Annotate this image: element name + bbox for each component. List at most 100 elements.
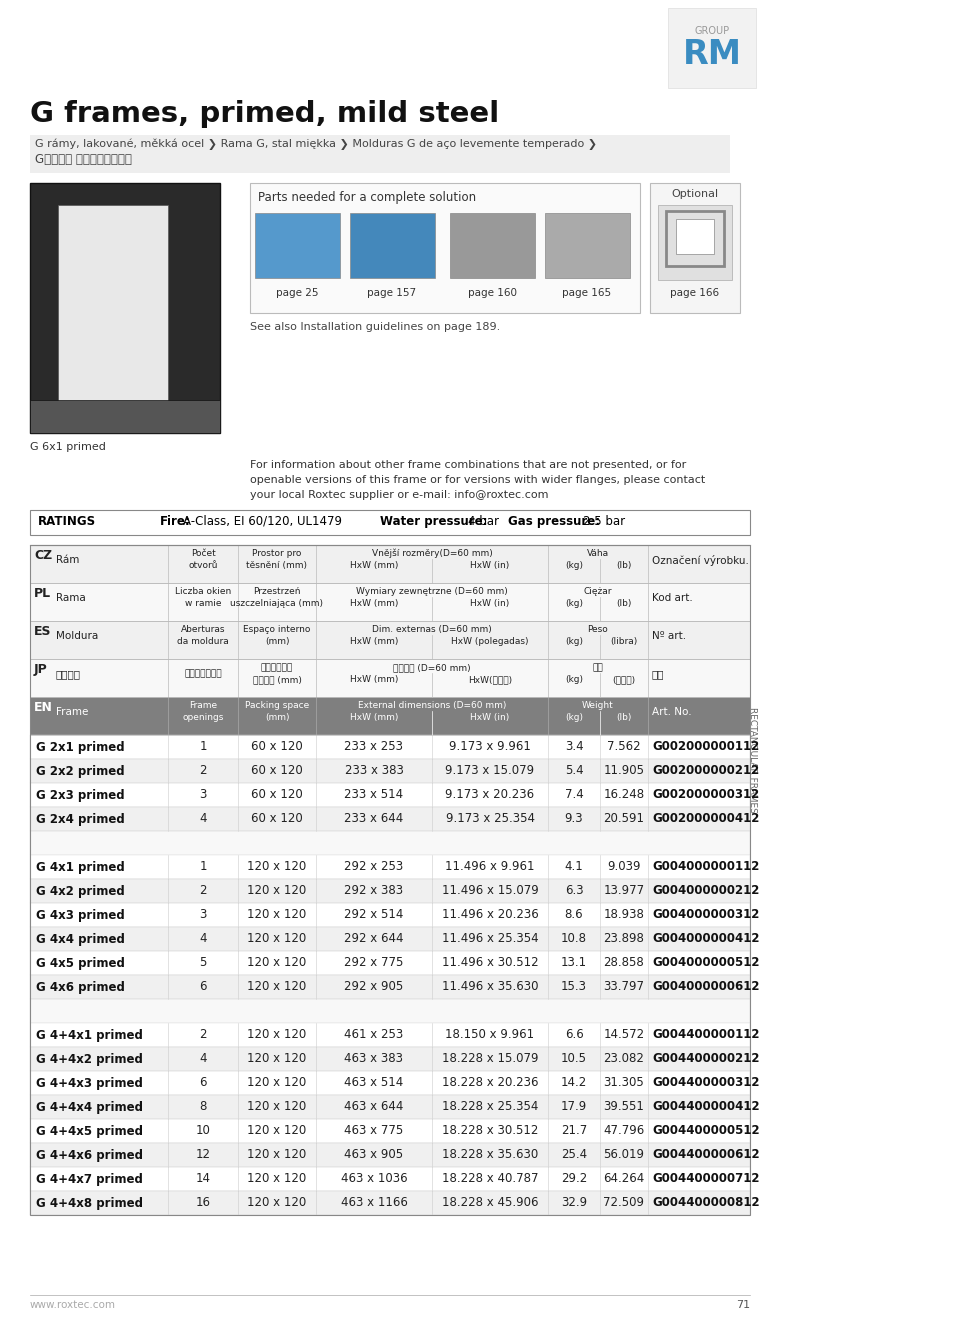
- Text: 11.496 x 30.512: 11.496 x 30.512: [442, 956, 539, 969]
- Text: 18.228 x 30.512: 18.228 x 30.512: [442, 1125, 539, 1137]
- Text: (lb): (lb): [616, 599, 632, 608]
- Bar: [30, 855, 750, 878]
- Text: Parts needed for a complete solution: Parts needed for a complete solution: [258, 191, 476, 204]
- Text: (lb): (lb): [616, 714, 632, 721]
- Text: ES: ES: [34, 625, 52, 638]
- Text: 9.039: 9.039: [608, 860, 640, 873]
- Text: 15.3: 15.3: [561, 980, 587, 993]
- Text: your local Roxtec supplier or e-mail: info@roxtec.com: your local Roxtec supplier or e-mail: in…: [250, 489, 548, 500]
- Bar: [450, 212, 535, 278]
- Text: Gフレーム 下塗りされた軟銅: Gフレーム 下塗りされた軟銅: [35, 153, 132, 166]
- Text: 120 x 120: 120 x 120: [248, 860, 306, 873]
- Text: G 4x1 primed: G 4x1 primed: [36, 860, 125, 873]
- Text: 463 x 383: 463 x 383: [345, 1053, 403, 1066]
- Text: G 4+4x7 primed: G 4+4x7 primed: [36, 1173, 143, 1186]
- Bar: [30, 1191, 750, 1215]
- Text: 233 x 253: 233 x 253: [345, 740, 403, 753]
- Text: 9.173 x 15.079: 9.173 x 15.079: [445, 765, 535, 777]
- Text: 120 x 120: 120 x 120: [248, 885, 306, 897]
- Text: G004000000112: G004000000112: [652, 860, 759, 873]
- Text: 29.2: 29.2: [561, 1173, 588, 1186]
- Text: 18.150 x 9.961: 18.150 x 9.961: [445, 1029, 535, 1042]
- Text: 11.496 x 25.354: 11.496 x 25.354: [442, 933, 539, 946]
- Text: 120 x 120: 120 x 120: [248, 1100, 306, 1113]
- Text: G 4+4x5 primed: G 4+4x5 primed: [36, 1125, 143, 1137]
- Bar: [30, 696, 750, 735]
- Bar: [30, 831, 750, 855]
- Text: G 4+4x3 primed: G 4+4x3 primed: [36, 1076, 143, 1089]
- Text: 1: 1: [200, 740, 206, 753]
- Text: Fire:: Fire:: [160, 514, 191, 528]
- Text: 463 x 1036: 463 x 1036: [341, 1173, 407, 1186]
- Text: 3: 3: [200, 909, 206, 922]
- Bar: [30, 510, 750, 536]
- Text: 60 x 120: 60 x 120: [252, 813, 302, 826]
- Bar: [30, 927, 750, 951]
- Text: těsnění (mm): těsnění (mm): [247, 561, 307, 570]
- Text: uszczelniająca (mm): uszczelniająca (mm): [230, 599, 324, 608]
- Text: 120 x 120: 120 x 120: [248, 933, 306, 946]
- Bar: [30, 904, 750, 927]
- Text: 18.938: 18.938: [604, 909, 644, 922]
- Text: 18.228 x 35.630: 18.228 x 35.630: [442, 1149, 539, 1162]
- Text: パッキング・: パッキング・: [261, 663, 293, 671]
- Text: For information about other frame combinations that are not presented, or for: For information about other frame combin…: [250, 460, 686, 470]
- Text: Packing space: Packing space: [245, 700, 309, 710]
- Bar: [676, 219, 714, 255]
- Text: 3.4: 3.4: [564, 740, 584, 753]
- Text: G 4+4x8 primed: G 4+4x8 primed: [36, 1196, 143, 1210]
- Text: Rám: Rám: [56, 555, 80, 565]
- Text: HxW (in): HxW (in): [470, 599, 510, 608]
- Text: G frames, primed, mild steel: G frames, primed, mild steel: [30, 100, 499, 128]
- Text: Liczba okien: Liczba okien: [175, 587, 231, 596]
- Text: A-Class, EI 60/120, UL1479: A-Class, EI 60/120, UL1479: [183, 514, 342, 528]
- Text: 14: 14: [196, 1173, 210, 1186]
- Text: G 4x2 primed: G 4x2 primed: [36, 885, 125, 897]
- Bar: [30, 1095, 750, 1119]
- Text: Označení výrobku.: Označení výrobku.: [652, 554, 749, 566]
- Text: G 4+4x1 primed: G 4+4x1 primed: [36, 1029, 143, 1042]
- Text: 6: 6: [200, 980, 206, 993]
- Text: RECTANGULAR FRAMES: RECTANGULAR FRAMES: [748, 707, 756, 813]
- Text: G004400000612: G004400000612: [652, 1149, 759, 1162]
- Text: openable versions of this frame or for versions with wider flanges, please conta: openable versions of this frame or for v…: [250, 475, 706, 485]
- Text: openings: openings: [182, 714, 224, 721]
- Text: G 4x3 primed: G 4x3 primed: [36, 909, 125, 922]
- Text: 120 x 120: 120 x 120: [248, 1196, 306, 1210]
- Text: 4.1: 4.1: [564, 860, 584, 873]
- Text: G002000000212: G002000000212: [652, 765, 759, 777]
- Text: 120 x 120: 120 x 120: [248, 980, 306, 993]
- Text: 5.4: 5.4: [564, 765, 584, 777]
- Text: G 4x4 primed: G 4x4 primed: [36, 933, 125, 946]
- Text: 7.562: 7.562: [607, 740, 641, 753]
- Text: 71: 71: [736, 1301, 750, 1310]
- Text: 10.5: 10.5: [561, 1053, 587, 1066]
- Text: G004400000812: G004400000812: [652, 1196, 759, 1210]
- Text: 17.9: 17.9: [561, 1100, 588, 1113]
- Text: EN: EN: [34, 700, 53, 714]
- Bar: [30, 183, 220, 433]
- Text: G 4x6 primed: G 4x6 primed: [36, 980, 125, 993]
- Text: Optional: Optional: [671, 189, 719, 199]
- Bar: [30, 1167, 750, 1191]
- Text: Gas pressure:: Gas pressure:: [508, 514, 600, 528]
- Text: G 2x4 primed: G 2x4 primed: [36, 813, 125, 826]
- Text: 64.264: 64.264: [604, 1173, 644, 1186]
- Text: スペース (mm): スペース (mm): [252, 675, 301, 685]
- Text: 10.8: 10.8: [561, 933, 587, 946]
- Text: 外形寸法 (D=60 mm): 外形寸法 (D=60 mm): [394, 663, 470, 671]
- Text: Nº art.: Nº art.: [652, 630, 686, 641]
- Text: 品番: 品番: [652, 669, 664, 679]
- Text: 23.082: 23.082: [604, 1053, 644, 1066]
- Text: 7.4: 7.4: [564, 789, 584, 802]
- Text: 32.9: 32.9: [561, 1196, 588, 1210]
- Bar: [30, 1047, 750, 1071]
- Text: 6: 6: [200, 1076, 206, 1089]
- Text: HxW(インチ): HxW(インチ): [468, 675, 512, 685]
- Text: 6.3: 6.3: [564, 885, 584, 897]
- Bar: [58, 204, 168, 405]
- Text: Weight: Weight: [582, 700, 613, 710]
- Bar: [350, 212, 435, 278]
- Text: G rámy, lakované, měkká ocel ❯ Rama G, stal miękka ❯ Molduras G de aço levemente: G rámy, lakované, měkká ocel ❯ Rama G, s…: [35, 138, 597, 149]
- Text: G002000000112: G002000000112: [652, 740, 759, 753]
